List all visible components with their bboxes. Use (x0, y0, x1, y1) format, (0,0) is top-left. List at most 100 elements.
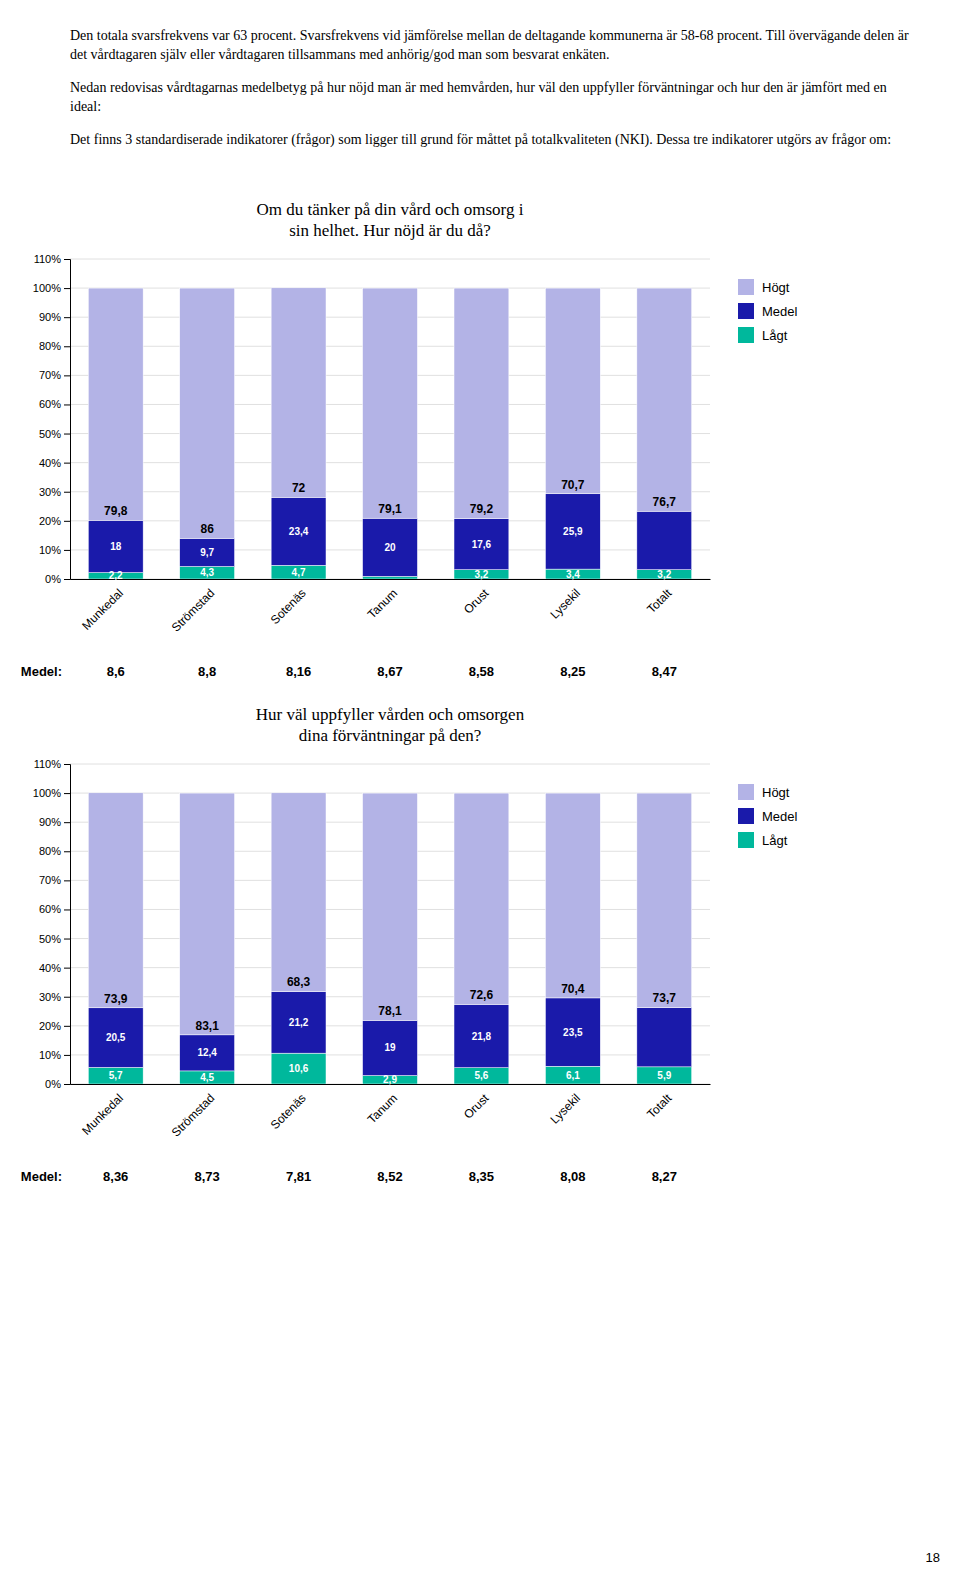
x-axis: MunkedalStrömstadSotenäsTanumOrustLyseki… (71, 580, 711, 635)
legend: HögtMedelLågt (738, 784, 798, 848)
legend-swatch (738, 279, 754, 295)
bar-segment (88, 520, 143, 572)
mean-row-value: 8,35 (469, 1169, 494, 1184)
legend-item: Lågt (738, 832, 788, 848)
bar-segment (545, 288, 600, 494)
tick-label: 50% (39, 933, 61, 945)
bar-segment (363, 288, 418, 518)
tick-label: 110% (34, 758, 62, 770)
mean-row-value: 8,27 (652, 1169, 677, 1184)
tick-mark (64, 288, 70, 289)
bar-segment (637, 1067, 692, 1084)
y-tick: 110% (34, 253, 70, 265)
tick-label: 30% (39, 486, 61, 498)
y-tick: 20% (39, 515, 70, 527)
tick-label: 20% (39, 515, 61, 527)
tick-mark (64, 346, 70, 347)
bar-segment (637, 511, 692, 569)
data-label: 23,5 (563, 1027, 583, 1038)
bar-segment (637, 793, 692, 1007)
data-label: 86 (200, 522, 214, 536)
data-label: 20 (384, 542, 396, 553)
y-tick: 30% (39, 991, 70, 1003)
x-tick: Orust (461, 1091, 492, 1122)
x-tick: Tanum (365, 586, 400, 621)
legend-label: Medel (762, 809, 798, 824)
data-label: 25,9 (563, 526, 583, 537)
y-tick: 30% (39, 486, 70, 498)
legend-item: Medel (738, 303, 798, 319)
data-label: 10,6 (289, 1063, 309, 1074)
y-tick: 0% (45, 573, 70, 585)
mean-row-value: 7,81 (286, 1169, 311, 1184)
bar-segment (637, 1007, 692, 1066)
y-tick: 10% (39, 544, 70, 556)
y-tick: 100% (33, 787, 70, 799)
tick-label: 100% (33, 282, 61, 294)
x-tick: Totalt (644, 586, 675, 617)
data-label: 79,8 (104, 504, 128, 518)
chart: Om du tänker på din vård och omsorg isin… (21, 200, 798, 679)
tick-label: Strömstad (169, 586, 218, 635)
tick-mark (64, 550, 70, 551)
mean-row-value: 8,67 (377, 664, 402, 679)
grid-line (70, 259, 710, 260)
y-tick: 80% (39, 845, 70, 857)
tick-mark (64, 521, 70, 522)
grid (70, 764, 710, 1084)
legend-swatch (738, 327, 754, 343)
tick-label: 60% (39, 903, 61, 915)
legend: HögtMedelLågt (738, 279, 798, 343)
mean-row-value: 8,47 (652, 664, 677, 679)
data-label: 70,7 (561, 478, 585, 492)
data-label: 78,1 (378, 1004, 402, 1018)
y-tick: 70% (39, 874, 70, 886)
data-label: 17,6 (472, 539, 492, 550)
tick-label: 70% (39, 874, 61, 886)
bar-segment (88, 793, 143, 1008)
legend-label: Högt (762, 280, 790, 295)
tick-label: Sotenäs (268, 586, 309, 627)
data-label: 18 (110, 541, 122, 552)
data-label: 21,2 (289, 1017, 309, 1028)
data-label: 21,8 (472, 1031, 492, 1042)
tick-label: Totalt (644, 586, 675, 617)
legend-swatch (738, 784, 754, 800)
axis-line (64, 260, 71, 580)
data-label: 5,7 (109, 1070, 123, 1081)
tick-label: Totalt (644, 1091, 675, 1122)
chart-title: Om du tänker på din vård och omsorg isin… (257, 200, 524, 240)
axis-line (71, 579, 711, 580)
y-tick: 90% (39, 816, 70, 828)
paragraph-line: ideal: (70, 99, 101, 114)
tick-mark (64, 434, 70, 435)
paragraph: Den totala svarsfrekvens var 63 procent.… (70, 28, 909, 62)
tick-label: 0% (45, 1078, 61, 1090)
page-number: 18 (926, 1550, 940, 1565)
tick-label: 40% (39, 962, 61, 974)
x-tick: Lysekil (548, 1091, 584, 1127)
tick-mark (64, 259, 70, 260)
grid-line (70, 764, 710, 765)
data-label: 3,2 (657, 569, 671, 580)
bar-segment (180, 288, 235, 538)
paragraph-line: Nedan redovisas vårdtagarnas medelbetyg … (70, 80, 887, 95)
tick-label: 10% (39, 544, 61, 556)
tick-label: Orust (461, 1091, 492, 1122)
legend-label: Medel (762, 304, 798, 319)
paragraph-line: Det finns 3 standardiserade indikatorer … (70, 132, 891, 148)
x-tick: Munkedal (79, 586, 126, 633)
tick-mark (64, 880, 70, 881)
y-tick: 20% (39, 1020, 70, 1032)
mean-row-label: Medel: (21, 1169, 62, 1184)
bar-segment (363, 518, 418, 576)
tick-label: 20% (39, 1020, 61, 1032)
bar-segment (454, 1004, 509, 1067)
y-tick: 40% (39, 962, 70, 974)
data-label: 70,4 (561, 982, 585, 996)
data-label: 3,2 (474, 569, 488, 580)
paragraph-line: det vårdtagaren själv eller vårdtagaren … (70, 47, 610, 62)
paragraph-line: Den totala svarsfrekvens var 63 procent.… (70, 28, 909, 43)
data-label: 20,5 (106, 1032, 126, 1043)
bar-segment (454, 518, 509, 569)
